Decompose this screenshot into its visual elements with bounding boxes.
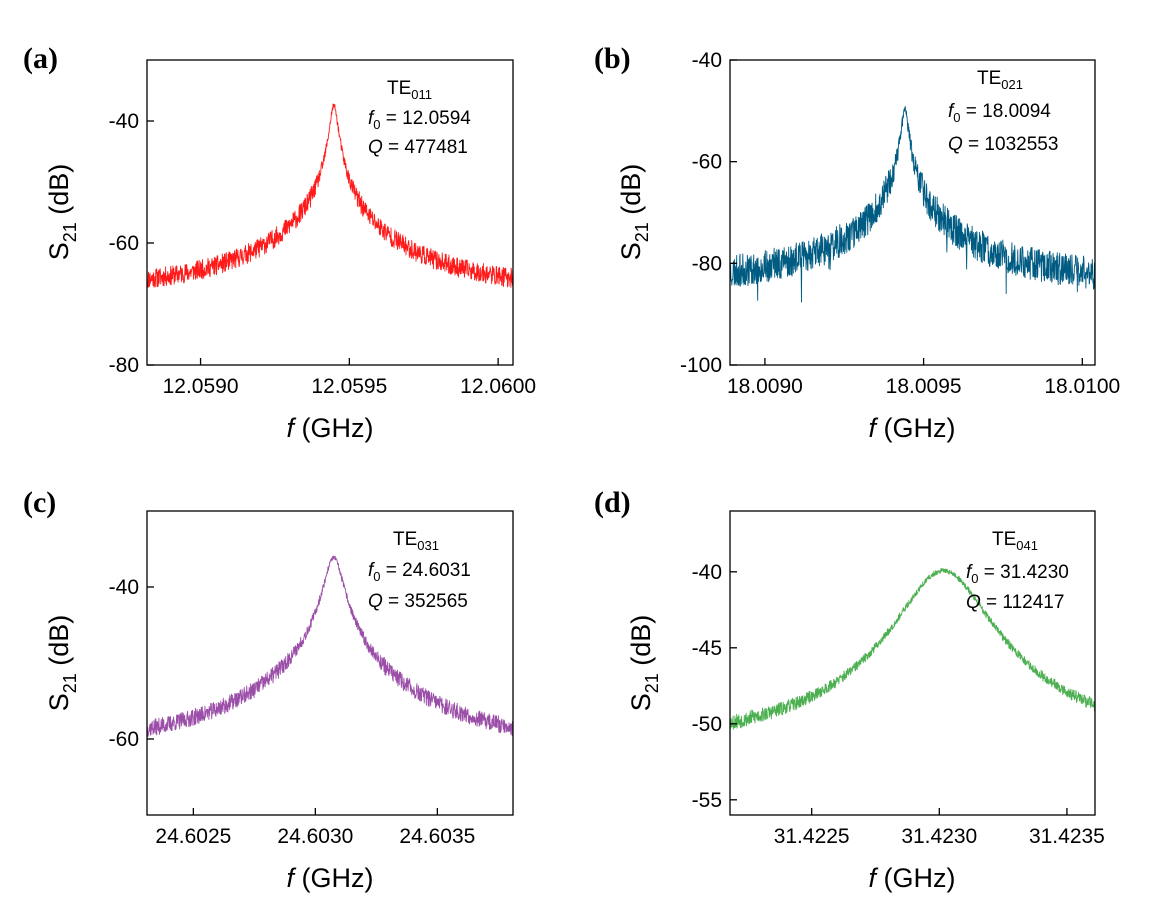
series-line xyxy=(730,568,1095,730)
q-value: Q = 477481 xyxy=(368,137,468,158)
x-tick-label: 24.6035 xyxy=(399,825,475,848)
y-tick-label: -40 xyxy=(109,110,139,133)
panel-label: (d) xyxy=(594,486,631,519)
y-tick-label: -60 xyxy=(109,232,139,255)
annotation: TE011 f0 = 12.0594 Q = 477481 xyxy=(368,78,471,158)
ticks: 18.0090 18.0095 18.0100 -40 -60 -80 -100 xyxy=(680,49,1120,398)
x-axis-title: f (GHz) xyxy=(287,863,374,893)
y-tick-label: -60 xyxy=(109,728,139,751)
x-tick-label: 12.0600 xyxy=(460,375,536,398)
f0-value: f0 = 12.0594 xyxy=(368,108,471,132)
x-tick-label: 18.0095 xyxy=(886,375,962,398)
x-tick-label: 18.0090 xyxy=(727,375,803,398)
x-axis-title: f (GHz) xyxy=(869,413,956,443)
series-holder xyxy=(147,555,513,737)
y-axis-title: S21 (dB) xyxy=(616,164,652,261)
x-tick-label: 24.6030 xyxy=(277,825,353,848)
q-value: Q = 112417 xyxy=(966,592,1064,613)
y-tick-label: -55 xyxy=(692,789,722,812)
mode-label: TE021 xyxy=(977,68,1023,92)
q-value: Q = 1032553 xyxy=(948,134,1058,155)
annotation: TE021 f0 = 18.0094 Q = 1032553 xyxy=(948,68,1058,155)
x-tick-label: 31.4230 xyxy=(901,825,977,848)
f0-value: f0 = 31.4230 xyxy=(966,562,1069,586)
y-tick-label: -50 xyxy=(692,713,722,736)
y-tick-label: -60 xyxy=(692,151,722,174)
mode-label: TE041 xyxy=(992,529,1038,553)
x-tick-label: 24.6025 xyxy=(155,825,231,848)
panel-c: (c) 24.6025 24.6030 24.6035-40-60 f (GHz) … xyxy=(23,486,514,893)
annotation: TE031 f0 = 24.6031 Q = 352565 xyxy=(368,529,471,612)
plot-frame xyxy=(729,510,1096,816)
x-tick-label: 31.4235 xyxy=(1029,825,1105,848)
f0-value: f0 = 24.6031 xyxy=(368,560,471,584)
plot-frame xyxy=(146,510,514,816)
series-holder xyxy=(147,103,513,288)
y-axis-title: S21 (dB) xyxy=(626,615,662,712)
mode-label: TE031 xyxy=(393,529,439,553)
ticks: 12.0590 12.0595 12.0600 -40 -60 -80 xyxy=(109,110,536,398)
panel-d: (d) 31.4225 31.4230 31.4235 -40 -45 -50 -55 f … xyxy=(594,486,1105,893)
x-axis-title: f (GHz) xyxy=(287,413,374,443)
x-tick-label: 31.4225 xyxy=(774,825,850,848)
ticks: 24.6025 24.6030 24.6035 -40 -60 xyxy=(109,576,476,848)
q-value: Q = 352565 xyxy=(368,591,468,612)
y-tick-label: -45 xyxy=(692,637,722,660)
y-tick-label: -80 xyxy=(692,252,722,275)
series-holder xyxy=(730,106,1095,303)
x-tick-label: 12.0595 xyxy=(311,375,387,398)
y-tick-label: -40 xyxy=(692,561,722,584)
y-tick-label: -40 xyxy=(692,49,722,72)
panel-a: (a) 12.0590 12.0595 12.0600 -40 -60 -80 f (GH… xyxy=(23,42,536,443)
y-tick-label: -80 xyxy=(109,354,139,377)
f0-value: f0 = 18.0094 xyxy=(948,101,1051,125)
panel-b: (b) 18.0090 18.0095 18.0100 -40 -60 -80 -100 f… xyxy=(594,42,1120,443)
annotation: TE041 f0 = 31.4230 Q = 112417 xyxy=(966,529,1069,613)
panel-label: (c) xyxy=(23,486,56,519)
series-holder xyxy=(730,568,1095,730)
ticks: 31.4225 31.4230 31.4235 -40 -45 -50 -55 xyxy=(692,561,1105,848)
series-line xyxy=(730,106,1095,303)
plot-frame xyxy=(146,59,514,366)
series-line xyxy=(147,555,513,737)
x-tick-label: 18.0100 xyxy=(1044,375,1120,398)
y-axis-title: S21 (dB) xyxy=(44,615,80,712)
x-axis-title: f (GHz) xyxy=(869,863,956,893)
y-axis-title: S21 (dB) xyxy=(44,164,80,261)
y-tick-label: -40 xyxy=(109,576,139,599)
series-line xyxy=(147,103,513,288)
plot-frame xyxy=(729,59,1096,366)
mode-label: TE011 xyxy=(387,78,432,102)
y-tick-label: -100 xyxy=(680,354,722,377)
panel-label: (b) xyxy=(594,42,631,75)
x-tick-label: 12.0590 xyxy=(163,375,239,398)
panel-label: (a) xyxy=(23,42,58,75)
